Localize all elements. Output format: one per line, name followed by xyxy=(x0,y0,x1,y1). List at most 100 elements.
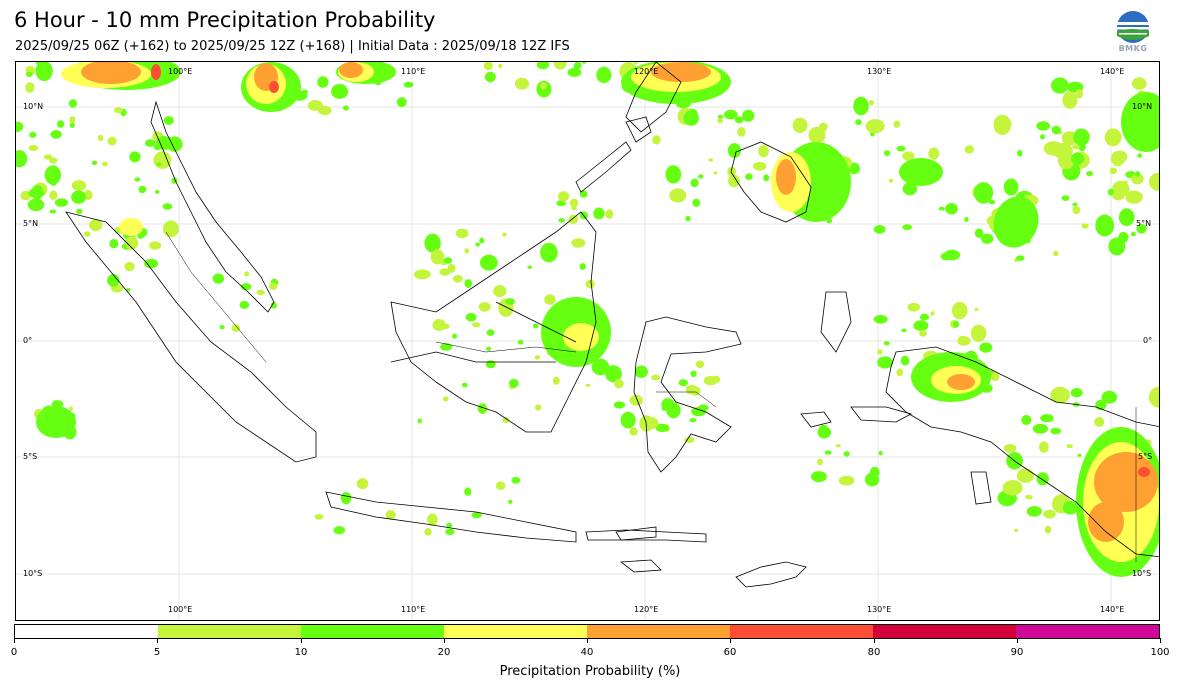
precip-area-10-20 xyxy=(91,160,98,165)
precip-area-5-10 xyxy=(1114,150,1128,163)
precip-area-5-10 xyxy=(728,174,740,188)
precip-area-10-20 xyxy=(219,324,225,330)
precip-area-5-10 xyxy=(711,375,721,384)
lat-tick-left-10n: 10°N xyxy=(23,102,44,111)
precip-area-5-10 xyxy=(514,77,530,90)
precip-area-10-20 xyxy=(964,217,969,222)
colorbar-tick-label: 90 xyxy=(1010,647,1024,658)
precip-area-10-20 xyxy=(1062,500,1078,515)
precip-area-10-20 xyxy=(1070,388,1083,398)
precip-area-10-20 xyxy=(417,418,422,424)
precip-area-5-10 xyxy=(314,513,324,520)
precip-area-10-20 xyxy=(613,401,626,409)
precip-area-5-10 xyxy=(244,271,250,277)
precip-area-10-20 xyxy=(443,257,453,264)
lat-tick-right-5s: 5°S xyxy=(1138,452,1153,461)
precip-area-10-20 xyxy=(1095,214,1115,237)
precip-area-5-10 xyxy=(83,231,91,237)
precip-area-10-20 xyxy=(567,67,582,77)
precip-area-5-10 xyxy=(1002,480,1023,496)
precip-area-10-20 xyxy=(1073,128,1090,146)
precip-area-5-10 xyxy=(930,311,935,316)
precip-area-5-10 xyxy=(356,478,369,490)
precip-area-5-10 xyxy=(877,349,883,355)
precip-area-10-20 xyxy=(913,320,929,331)
precip-area-5-10 xyxy=(1112,191,1125,201)
coastlines xyxy=(65,62,1159,588)
colorbar-bin-10-20 xyxy=(301,625,444,638)
malay-peninsula-coast xyxy=(150,100,275,313)
colorbar-bin-0-5 xyxy=(15,625,158,638)
halmahera-coast xyxy=(820,291,852,353)
precip-area-60-80 xyxy=(269,81,279,93)
precip-area-5-10 xyxy=(605,209,614,219)
precip-area-5-10 xyxy=(865,119,885,134)
precip-area-10-20 xyxy=(333,526,345,535)
precip-area-10-20 xyxy=(1108,237,1126,256)
precip-area-10-20 xyxy=(900,355,910,366)
precip-area-10-20 xyxy=(26,71,33,77)
colorbar-tick-label: 80 xyxy=(867,647,881,658)
precip-area-10-20 xyxy=(665,165,682,184)
colorbar-bin-20-40 xyxy=(444,625,587,638)
precip-area-5-10 xyxy=(1072,206,1081,215)
luzon-coast xyxy=(625,62,682,133)
precip-area-10-20 xyxy=(35,62,49,67)
colorbar-tick-mark xyxy=(1160,638,1161,643)
precip-area-40-60 xyxy=(947,374,975,390)
precip-area-10-20 xyxy=(1017,150,1023,157)
precip-area-10-20 xyxy=(54,198,69,207)
precip-area-5-10 xyxy=(919,330,927,337)
precip-area-5-10 xyxy=(964,145,974,154)
precip-area-5-10 xyxy=(69,116,76,124)
precip-area-10-20 xyxy=(163,116,174,125)
precip-area-5-10 xyxy=(20,190,31,201)
precip-area-10-20 xyxy=(902,182,918,196)
precip-area-10-20 xyxy=(471,511,482,519)
precip-area-10-20 xyxy=(817,426,832,439)
precip-area-5-10 xyxy=(478,302,491,312)
buru-coast xyxy=(800,411,832,428)
precip-area-5-10 xyxy=(28,145,39,151)
precip-area-5-10 xyxy=(585,279,595,289)
precip-area-10-20 xyxy=(1071,152,1085,165)
precip-area-5-10 xyxy=(737,127,746,137)
precip-area-10-20 xyxy=(35,62,53,82)
colorbar-tick-mark xyxy=(587,638,588,643)
precip-area-5-10 xyxy=(1094,417,1105,427)
precip-area-10-20 xyxy=(477,403,488,414)
precip-area-5-10 xyxy=(498,63,503,69)
java-coast xyxy=(325,491,577,543)
precip-area-10-20 xyxy=(479,237,485,244)
precip-area-10-20 xyxy=(810,471,827,483)
sumba-coast xyxy=(619,559,662,573)
precip-area-5-10 xyxy=(835,444,841,448)
precip-area-5-10 xyxy=(71,180,87,191)
precip-area-10-20 xyxy=(899,158,943,186)
precip-area-5-10 xyxy=(708,158,714,162)
precip-area-5-10 xyxy=(1043,509,1056,519)
precip-area-5-10 xyxy=(472,322,481,328)
precip-area-5-10 xyxy=(1062,91,1078,109)
precip-area-5-10 xyxy=(629,394,643,406)
precip-area-10-20 xyxy=(1086,171,1093,177)
precip-area-10-20 xyxy=(156,162,162,167)
precip-area-5-10 xyxy=(970,324,987,342)
precip-area-5-10 xyxy=(464,248,470,254)
precip-area-10-20 xyxy=(540,242,558,263)
bmkg-logo-icon xyxy=(1113,10,1153,56)
precip-area-10-20 xyxy=(31,185,44,200)
precip-area-10-20 xyxy=(44,165,61,185)
precip-area-5-10 xyxy=(493,285,507,298)
precip-area-10-20 xyxy=(724,109,738,120)
precip-area-10-20 xyxy=(270,302,277,309)
precip-area-5-10 xyxy=(130,237,135,241)
precip-area-10-20 xyxy=(155,136,172,150)
precip-area-10-20 xyxy=(981,233,994,244)
borneo-coast xyxy=(390,211,597,433)
precip-area-40-60 xyxy=(776,159,796,195)
precip-area-10-20 xyxy=(1050,427,1062,435)
precip-area-5-10 xyxy=(974,307,979,311)
precip-area-5-10 xyxy=(1125,190,1143,204)
seram-coast xyxy=(850,406,913,423)
